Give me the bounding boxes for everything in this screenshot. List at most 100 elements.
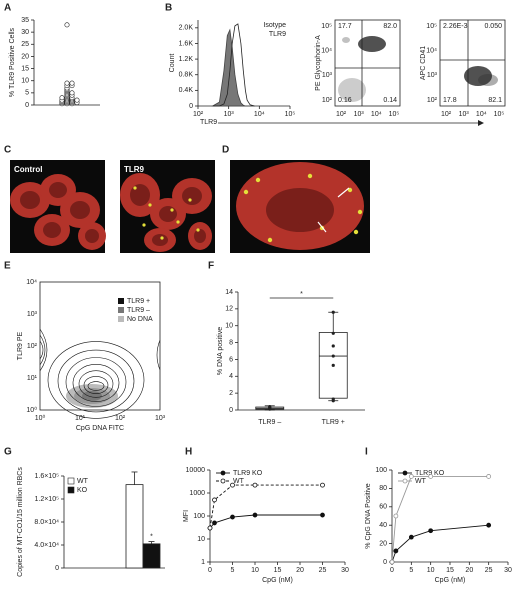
- plot-frame: [39, 281, 161, 411]
- legend-label: WT: [233, 478, 245, 485]
- y-tick-label: 100: [375, 467, 387, 474]
- y-tick-label: 15: [21, 65, 29, 72]
- contour-line: [78, 370, 114, 398]
- y-tick-label: 10: [225, 323, 233, 330]
- y-tick-label: 1.2K: [179, 56, 194, 63]
- y-tick-label: 20: [379, 540, 387, 547]
- plot-frame: [334, 19, 401, 107]
- tlr9-spot: [347, 187, 353, 193]
- cell-center: [130, 184, 150, 206]
- legend-marker: [402, 478, 408, 484]
- panel-label: G: [4, 447, 12, 458]
- y-tick-label: 8.0×10⁴: [34, 519, 59, 526]
- cell-center: [20, 191, 40, 209]
- y-tick-label: 35: [21, 17, 29, 24]
- x-axis-label: CpG DNA FITC: [76, 425, 124, 432]
- x-tick-label: 10⁵: [389, 111, 400, 118]
- legend-label: TLR9 +: [127, 298, 150, 305]
- plot-frame: [439, 19, 506, 107]
- contour-line: [39, 328, 48, 372]
- y-tick-label: 1.6×10⁵: [34, 473, 59, 480]
- y-tick-label: 10⁴: [26, 279, 37, 286]
- x-axis-label: TLR9: [200, 119, 217, 126]
- x-tick-label: 25: [485, 567, 493, 574]
- legend-label: TLR9 KO: [233, 470, 263, 477]
- y-tick-label: 10²: [27, 343, 38, 350]
- panel-label: E: [4, 261, 11, 272]
- x-tick-label: 10³: [354, 111, 365, 118]
- x-tick-label: 20: [465, 567, 473, 574]
- quadrant-percent: 82.1: [488, 97, 502, 104]
- x-tick-label: 15: [274, 567, 282, 574]
- point: [74, 97, 80, 103]
- x-tick-label: 25: [319, 567, 327, 574]
- marker: [212, 497, 217, 503]
- legend-swatch: [67, 477, 75, 485]
- y-axis-label: APC CD41: [420, 46, 427, 80]
- cell-center: [194, 229, 206, 243]
- point: [331, 310, 335, 314]
- line: [209, 514, 323, 529]
- quadrant-percent: 0.14: [383, 97, 397, 104]
- x-tick-label: 5: [231, 567, 235, 574]
- tlr9-spot: [255, 177, 261, 183]
- tlr9-spot: [170, 208, 174, 212]
- contour-line: [156, 339, 161, 371]
- tlr9-spot: [160, 236, 164, 240]
- cell-center: [85, 229, 99, 243]
- legend-label: TLR9: [269, 31, 286, 38]
- line: [391, 524, 489, 563]
- legend-label: WT: [415, 478, 427, 485]
- y-tick-label: 30: [21, 29, 29, 36]
- cell-center: [43, 222, 61, 238]
- panel-label: B: [165, 3, 172, 14]
- panel-label: A: [4, 3, 11, 14]
- y-tick-label: 0: [229, 407, 233, 414]
- y-tick-label: 10⁰: [26, 406, 37, 414]
- legend-label: WT: [77, 478, 89, 485]
- tlr9-spot: [243, 189, 249, 195]
- panel-label: H: [185, 447, 192, 458]
- y-tick-label: 80: [379, 485, 387, 492]
- point: [331, 397, 335, 401]
- y-tick-label: 14: [225, 289, 233, 296]
- y-tick-label: 4.0×10⁴: [34, 542, 59, 549]
- legend-marker: [402, 470, 408, 476]
- marker: [393, 548, 399, 554]
- x-tick-label: 10: [251, 567, 259, 574]
- y-axis-label: % DNA positive: [217, 327, 224, 375]
- y-tick-label: 10³: [27, 311, 38, 318]
- panel-label: D: [222, 145, 229, 156]
- y-axis-label: MFI: [183, 510, 190, 522]
- contour-line: [87, 381, 105, 391]
- y-axis-label: PE Glycophorin-A: [315, 35, 322, 91]
- cell-center: [182, 187, 202, 205]
- x-tick-label: 10⁴: [371, 111, 382, 118]
- contour-line: [72, 364, 120, 402]
- y-tick-label: 5: [25, 90, 29, 97]
- x-tick-label: 10²: [193, 111, 204, 118]
- panel-label: C: [4, 145, 11, 156]
- cell-cloud: [342, 37, 350, 43]
- tlr9-spot: [307, 173, 313, 179]
- y-tick-label: 0: [55, 565, 59, 572]
- y-tick-label: 20: [21, 53, 29, 60]
- y-tick-label: 6: [229, 356, 233, 363]
- marker: [230, 482, 235, 488]
- legend-marker: [220, 470, 226, 476]
- marker: [428, 528, 434, 534]
- cell-center: [70, 201, 90, 219]
- y-tick-label: 10²: [427, 97, 438, 104]
- cell-center: [266, 188, 334, 232]
- cell-cloud: [478, 74, 498, 86]
- x-tick-label: 30: [504, 567, 512, 574]
- tlr9-spot: [267, 237, 273, 243]
- legend-marker: [220, 478, 226, 484]
- bar: [142, 543, 161, 569]
- contour-line: [39, 334, 46, 366]
- y-tick-label: 10⁴: [426, 48, 437, 55]
- cell-center: [49, 182, 67, 198]
- y-tick-label: 0.8K: [179, 72, 194, 79]
